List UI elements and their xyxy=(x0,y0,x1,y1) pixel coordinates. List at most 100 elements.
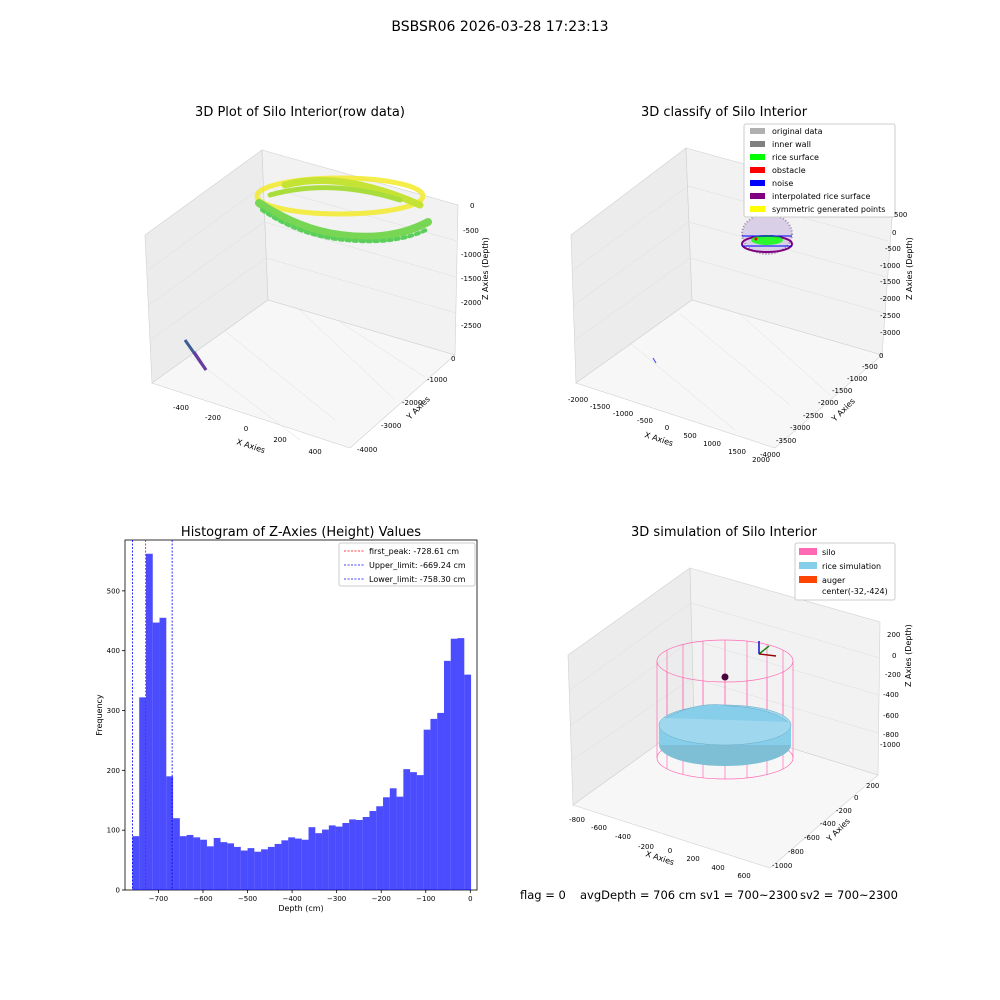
raw-point-cloud-floor-streak xyxy=(183,339,208,371)
y-tick-label: 300 xyxy=(107,707,120,715)
histogram-bar xyxy=(376,806,384,890)
histogram-bar xyxy=(383,797,390,890)
panel-classify-3d: 3D classify of Silo Interior original da… xyxy=(568,105,914,464)
raw-z-tick: -1500 xyxy=(461,275,481,283)
classify-z-label: Z Axies (Depth) xyxy=(905,237,914,300)
raw-y-tick: -4000 xyxy=(357,446,377,454)
histogram-bar xyxy=(281,840,289,890)
x-tick-label: −100 xyxy=(416,895,435,903)
raw-z-label: Z Axies (Depth) xyxy=(481,237,490,300)
legend-swatch xyxy=(750,193,765,199)
histogram-title: Histogram of Z-Axies (Height) Values xyxy=(181,525,421,540)
simulation-x-tick: -800 xyxy=(569,816,585,824)
classify-y-tick: -3500 xyxy=(776,437,796,445)
histogram-bar xyxy=(288,837,295,890)
classify-y-tick: -2500 xyxy=(803,412,823,420)
status-sv2: sv2 = 700~2300 xyxy=(800,888,898,902)
classify-z-tick: 0 xyxy=(892,229,896,237)
histogram-bar xyxy=(274,843,282,890)
raw-y-tick: -1000 xyxy=(427,376,447,384)
simulation-y-tick: -800 xyxy=(788,848,804,856)
classify-point-cloud xyxy=(652,213,793,364)
simulation-x-tick: -600 xyxy=(591,824,607,832)
raw-point-cloud-ring xyxy=(254,175,432,244)
classify-x-tick: 1000 xyxy=(703,440,721,448)
simulation-y-tick: 0 xyxy=(854,794,858,802)
histogram-bar xyxy=(254,851,262,890)
simulation-y-tick: -1000 xyxy=(772,862,792,870)
classify-y-tick: -1500 xyxy=(832,387,852,395)
histogram-bar xyxy=(335,826,343,890)
classify-x-tick: -500 xyxy=(637,417,653,425)
classify-x-tick: -2000 xyxy=(568,396,588,404)
classify-floor xyxy=(575,299,883,449)
histogram-bar xyxy=(193,837,201,890)
histogram-x-ticks: −700 −600 −500 −400 −300 −200 −100 0 xyxy=(149,890,473,903)
raw-x-tick: 0 xyxy=(244,425,248,433)
simulation-x-tick: 600 xyxy=(737,872,750,880)
histogram-bar xyxy=(450,638,458,890)
histogram-bar xyxy=(464,674,472,890)
histogram-legend: first_peak: -728.61 cm Upper_limit: -669… xyxy=(338,542,476,587)
classify-z-tick: 500 xyxy=(894,211,907,219)
classify-z-tick: -3000 xyxy=(880,329,900,337)
histogram-bar xyxy=(355,820,363,890)
histogram-bar xyxy=(396,796,404,890)
histogram-bar xyxy=(437,712,444,890)
histogram-reference-lines xyxy=(132,540,173,890)
classify-y-tick: -3000 xyxy=(790,424,810,432)
simulation-y-tick: 200 xyxy=(866,782,879,790)
x-tick-label: −200 xyxy=(372,895,391,903)
raw-floor xyxy=(151,299,456,449)
histogram-bar xyxy=(301,839,309,890)
classify-y-tick: -500 xyxy=(862,363,878,371)
y-tick-label: 400 xyxy=(107,647,120,655)
x-tick-label: −600 xyxy=(193,895,212,903)
x-tick-label: −500 xyxy=(238,895,257,903)
histogram-bar xyxy=(213,837,221,890)
histogram-bar xyxy=(423,729,431,890)
classify-panel-title: 3D classify of Silo Interior xyxy=(641,105,808,120)
classify-z-tick: -1500 xyxy=(880,278,900,286)
histogram-bar xyxy=(342,822,350,890)
histogram-bar xyxy=(179,836,187,890)
rice-simulation-surface xyxy=(658,704,792,766)
histogram-bar xyxy=(186,834,194,890)
classify-legend: original data inner wall rice surface ob… xyxy=(743,123,896,218)
legend-label: rice simulation xyxy=(822,562,881,571)
raw-z-tick: -500 xyxy=(463,227,479,235)
legend-label: center(-32,-424) xyxy=(822,587,888,596)
histogram-bar xyxy=(403,769,411,890)
classify-z-ticks: 500 0 -500 -1000 -1500 -2000 -2500 -3000 xyxy=(880,211,907,337)
simulation-z-tick: -1000 xyxy=(880,741,900,749)
classify-x-tick: 1500 xyxy=(728,448,746,456)
histogram-bar xyxy=(247,848,255,890)
legend-label: symmetric generated points xyxy=(772,205,885,214)
simulation-gridlines xyxy=(569,602,881,761)
simulation-x-tick: 200 xyxy=(686,855,699,863)
histogram-bar xyxy=(220,842,228,890)
histogram-bar xyxy=(389,788,397,890)
simulation-z-tick: -800 xyxy=(883,731,899,739)
raw-y-ticks: 0 -1000 -2000 -3000 -4000 xyxy=(357,355,455,454)
simulation-z-tick: -600 xyxy=(883,712,899,720)
classify-z-tick: -1000 xyxy=(880,262,900,270)
legend-label: first_peak: -728.61 cm xyxy=(369,547,459,556)
x-tick-label: −700 xyxy=(149,895,168,903)
histogram-bar xyxy=(152,622,160,890)
histogram-bar xyxy=(410,772,417,890)
histogram-bar xyxy=(227,843,235,890)
histogram-bar xyxy=(315,833,323,890)
classify-y-ticks: 0 -500 -1000 -1500 -2000 -2500 -3000 -35… xyxy=(760,352,883,459)
status-sv1: sv1 = 700~2300 xyxy=(700,888,798,902)
legend-label: obstacle xyxy=(772,166,806,175)
classify-z-tick: -500 xyxy=(885,245,901,253)
x-tick-label: −300 xyxy=(327,895,346,903)
histogram-bar xyxy=(349,819,356,890)
x-tick-label: −400 xyxy=(282,895,301,903)
raw-z-ticks: 0 -500 -1000 -1500 -2000 -2500 xyxy=(461,202,481,330)
histogram-bar xyxy=(362,817,370,890)
simulation-x-tick: -400 xyxy=(615,833,631,841)
raw-x-tick: 400 xyxy=(308,448,321,456)
